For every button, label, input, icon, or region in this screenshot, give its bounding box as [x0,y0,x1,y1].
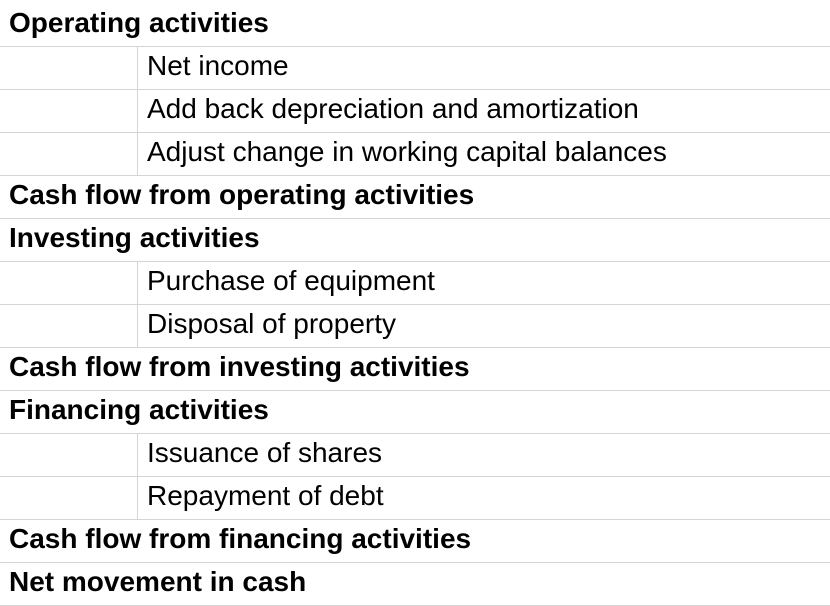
row-label: Disposal of property [147,308,397,339]
section-header-operating: Operating activities [0,4,830,47]
grid-cell[interactable] [138,90,830,133]
line-item-purchase-equipment: Purchase of equipment [0,262,830,305]
grid-cell[interactable] [0,348,138,391]
grid-cell[interactable] [0,219,138,262]
grid-cell[interactable] [138,477,830,520]
row-label: Financing activities [9,394,269,425]
row-label: Add back depreciation and amortization [147,93,639,124]
grid-cell[interactable] [138,520,830,563]
line-item-working-capital: Adjust change in working capital balance… [0,133,830,176]
grid-cell[interactable] [0,176,138,219]
row-label: Purchase of equipment [147,265,435,296]
row-label: Cash flow from operating activities [9,179,475,210]
row-label: Adjust change in working capital balance… [147,136,667,167]
line-item-issuance-shares: Issuance of shares [0,434,830,477]
row-label: Investing activities [9,222,260,253]
grid-cell[interactable] [0,434,138,477]
grid-cell[interactable] [0,520,138,563]
grid-cell[interactable] [0,133,138,176]
row-label: Net income [147,50,289,81]
grid-cell[interactable] [0,47,138,90]
subtotal-investing: Cash flow from investing activities [0,348,830,391]
section-header-investing: Investing activities [0,219,830,262]
row-label: Repayment of debt [147,480,384,511]
grid-cell[interactable] [0,4,138,47]
grid-cell[interactable] [138,391,830,434]
line-item-disposal-property: Disposal of property [0,305,830,348]
grid-cell[interactable] [138,176,830,219]
row-label: Cash flow from financing activities [9,523,472,554]
grid-cell[interactable] [0,305,138,348]
line-item-depreciation: Add back depreciation and amortization [0,90,830,133]
grid-cell[interactable] [0,262,138,305]
row-label: Operating activities [9,7,269,38]
line-item-repayment-debt: Repayment of debt [0,477,830,520]
subtotal-financing: Cash flow from financing activities [0,520,830,563]
grid-cell[interactable] [138,348,830,391]
grid-cell[interactable] [138,133,830,176]
line-item-net-income: Net income [0,47,830,90]
grid-cell[interactable] [138,47,830,90]
grid-cell[interactable] [138,4,830,47]
row-label: Issuance of shares [147,437,383,468]
grid-cell[interactable] [0,391,138,434]
row-label: Cash flow from investing activities [9,351,470,382]
grid-cell[interactable] [0,477,138,520]
grid-cell[interactable] [138,262,830,305]
subtotal-operating: Cash flow from operating activities [0,176,830,219]
grid-cell[interactable] [138,434,830,477]
total-net-movement: Net movement in cash [0,563,830,606]
grid-cell[interactable] [0,90,138,133]
grid-cell[interactable] [138,219,830,262]
grid-cell[interactable] [138,305,830,348]
row-label: Net movement in cash [9,566,307,597]
section-header-financing: Financing activities [0,391,830,434]
